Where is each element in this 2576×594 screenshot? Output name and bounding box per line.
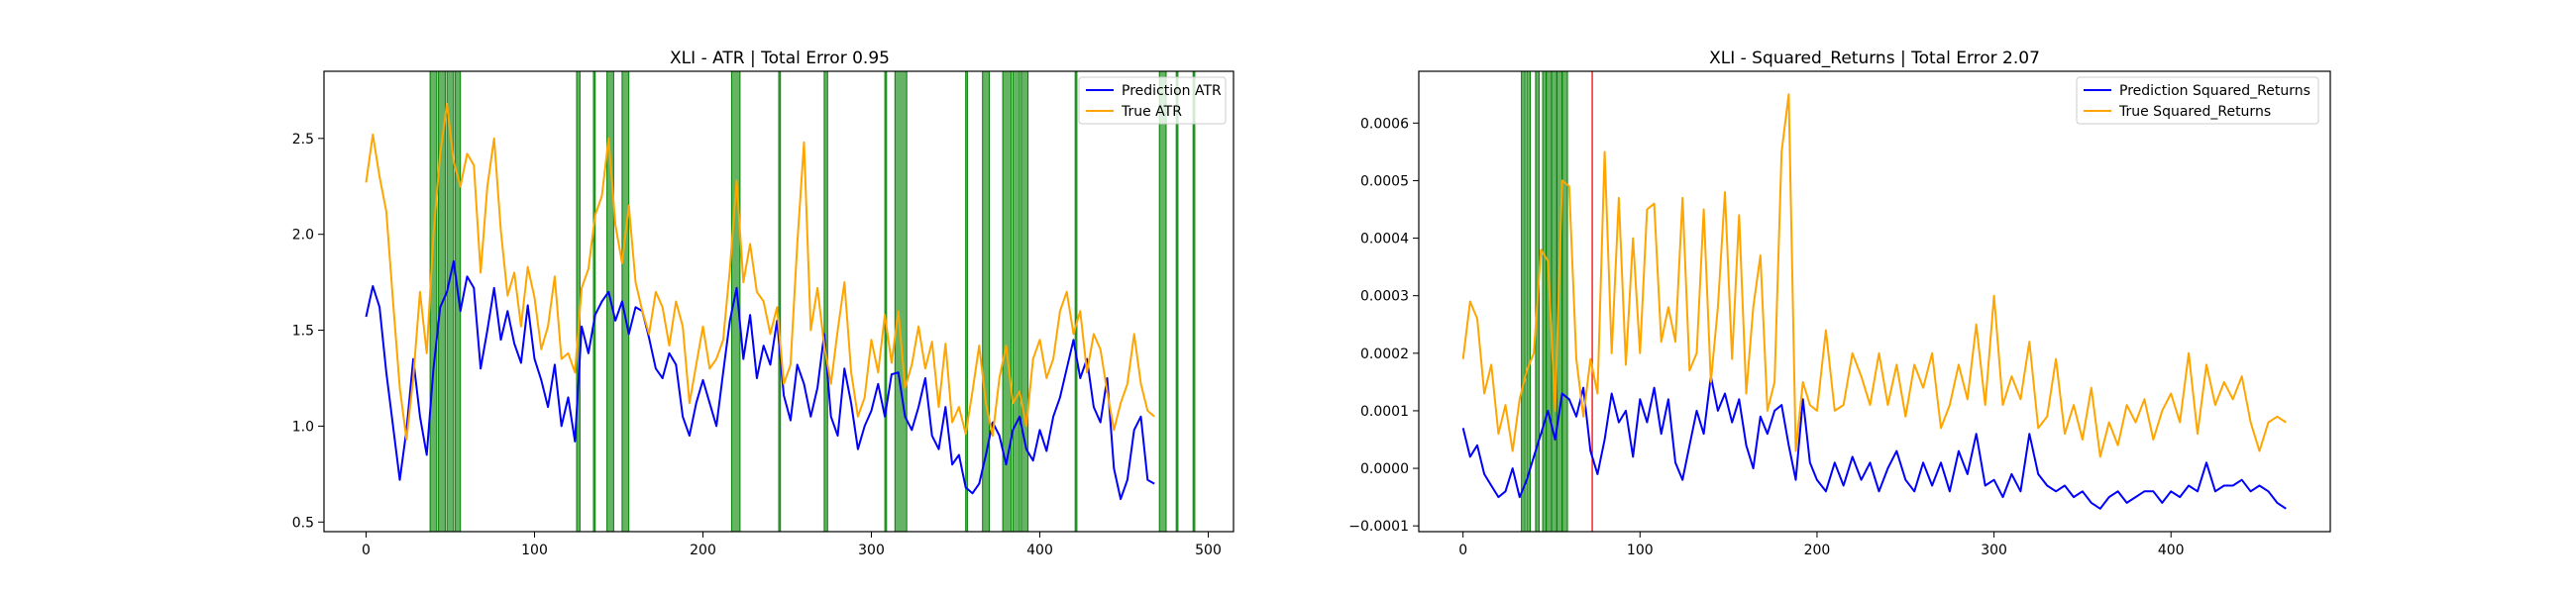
atr-axes: 0 100 200 300 400 500 0.5 1.0 1.5 2.0 2.5 bbox=[292, 70, 1234, 558]
atr-y-tick-label-3: 2.0 bbox=[292, 228, 314, 244]
atr-series-lines bbox=[365, 102, 1155, 501]
atr-highlight-span-10 bbox=[823, 70, 828, 533]
squared-returns-y-tick-label-3: 0.0002 bbox=[1360, 346, 1409, 362]
atr-highlight-span-9 bbox=[778, 70, 782, 533]
squared-returns-y-tick-label-0: −0.0001 bbox=[1348, 519, 1409, 535]
squared-returns-chart-title: XLI - Squared_Returns | Total Error 2.07 bbox=[1709, 49, 2040, 68]
atr-highlight-span-4 bbox=[576, 70, 581, 533]
squared-returns-x-tick-label-4: 400 bbox=[2158, 543, 2185, 558]
atr-highlight-span-11 bbox=[884, 70, 888, 533]
atr-highlight-span-13 bbox=[965, 70, 968, 533]
squared-returns-y-tick-label-4: 0.0003 bbox=[1360, 289, 1409, 305]
squared-returns-x-tick-label-2: 200 bbox=[1804, 543, 1831, 558]
atr-highlight-span-18 bbox=[1074, 70, 1078, 533]
squared-returns-y-tick-label-5: 0.0004 bbox=[1360, 232, 1409, 248]
atr-x-tick-label-5: 500 bbox=[1195, 543, 1222, 558]
squared-returns-legend-prediction-label: Prediction Squared_Returns bbox=[2119, 83, 2310, 99]
atr-highlight-span-5 bbox=[592, 70, 596, 533]
atr-highlight-span-16 bbox=[1012, 70, 1020, 533]
atr-x-tick-label-1: 100 bbox=[521, 543, 548, 558]
atr-x-tick-label-4: 400 bbox=[1026, 543, 1053, 558]
atr-highlight-span-20 bbox=[1175, 70, 1179, 533]
squared-returns-y-tick-label-1: 0.0000 bbox=[1360, 461, 1409, 477]
squared-returns-highlight-span-1 bbox=[1526, 70, 1532, 533]
atr-axes-frame bbox=[323, 70, 1234, 533]
atr-highlight-span-19 bbox=[1158, 70, 1167, 533]
squared-returns-x-tick-label-1: 100 bbox=[1627, 543, 1654, 558]
squared-returns-axes-frame bbox=[1418, 70, 2331, 533]
atr-chart-panel: XLI - ATR | Total Error 0.95 0 100 200 300 4… bbox=[292, 49, 1234, 558]
atr-highlight-span-17 bbox=[1020, 70, 1029, 533]
atr-y-tick-label-4: 2.5 bbox=[292, 132, 314, 148]
atr-chart-title: XLI - ATR | Total Error 0.95 bbox=[670, 49, 890, 68]
atr-highlight-span-12 bbox=[894, 70, 908, 533]
atr-series-line-true bbox=[365, 102, 1155, 441]
atr-y-tick-label-0: 0.5 bbox=[292, 515, 314, 531]
atr-x-tick-label-2: 200 bbox=[690, 543, 716, 558]
atr-x-tick-label-0: 0 bbox=[362, 543, 371, 558]
squared-returns-x-tick-label-3: 300 bbox=[1981, 543, 2007, 558]
atr-highlight-span-0 bbox=[429, 70, 438, 533]
atr-legend-box bbox=[1078, 76, 1227, 125]
squared-returns-series-line-true bbox=[1461, 93, 2287, 458]
atr-x-tick-label-3: 300 bbox=[858, 543, 885, 558]
squared-returns-legend-true-label: True Squared_Returns bbox=[2118, 104, 2271, 120]
squared-returns-chart-panel: XLI - Squared_Returns | Total Error 2.07… bbox=[1348, 49, 2331, 558]
atr-legend-true-label: True ATR bbox=[1121, 104, 1182, 120]
squared-returns-y-tick-label-2: 0.0001 bbox=[1360, 404, 1409, 420]
atr-y-tick-label-2: 1.5 bbox=[292, 324, 314, 340]
squared-returns-legend-box bbox=[2076, 76, 2319, 125]
squared-returns-y-tick-label-7: 0.0006 bbox=[1360, 116, 1409, 132]
squared-returns-series-line-prediction bbox=[1461, 375, 2287, 510]
squared-returns-highlight-span-7 bbox=[1561, 70, 1568, 533]
atr-highlight-span-21 bbox=[1192, 70, 1196, 533]
atr-legend-prediction-label: Prediction ATR bbox=[1122, 83, 1222, 99]
squared-returns-axes: 0 100 200 300 400 −0.0001 0.0000 0.0001 0.0002 0.… bbox=[1348, 70, 2331, 558]
squared-returns-highlight-span-3 bbox=[1542, 70, 1548, 533]
squared-returns-x-tick-label-0: 0 bbox=[1458, 543, 1467, 558]
squared-returns-highlight-span-0 bbox=[1521, 70, 1526, 533]
atr-y-tick-label-1: 1.0 bbox=[292, 419, 314, 435]
squared-returns-legend: Prediction Squared_Returns True Squared_… bbox=[2076, 76, 2319, 125]
squared-returns-highlight-span-5 bbox=[1551, 70, 1557, 533]
atr-series-line-prediction bbox=[365, 259, 1155, 501]
atr-legend: Prediction ATR True ATR bbox=[1078, 76, 1227, 125]
squared-returns-y-tick-label-6: 0.0005 bbox=[1360, 173, 1409, 189]
squared-returns-series-lines bbox=[1461, 93, 2287, 510]
